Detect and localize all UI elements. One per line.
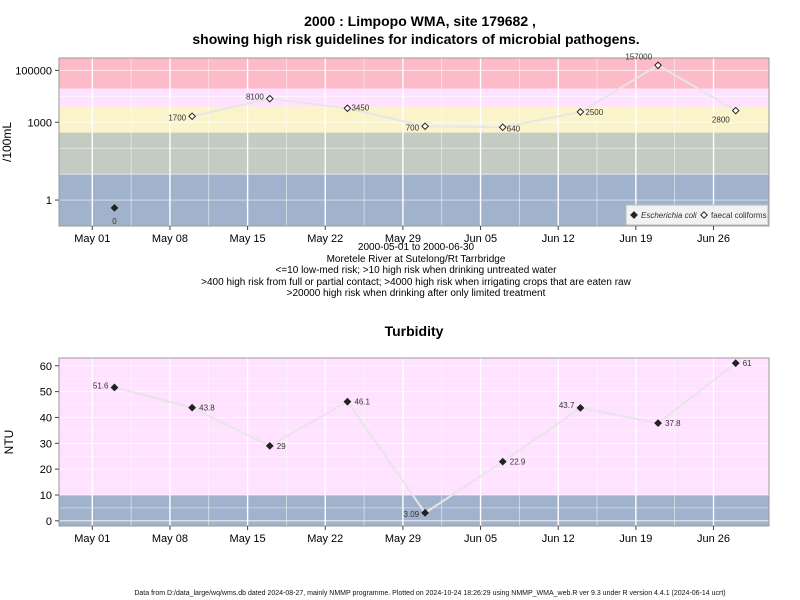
data-label-1-2: 3450 xyxy=(351,103,369,112)
data-label-0-0: 0 xyxy=(112,217,117,226)
risk-band-4 xyxy=(59,58,769,89)
info-guideline-1: <=10 low-med risk; >10 high risk when dr… xyxy=(276,265,558,276)
y-tick-label-1: 1000 xyxy=(28,117,52,129)
legend-label-faecal: faecal coliforms xyxy=(711,211,767,220)
data-point-0-0 xyxy=(110,203,119,212)
data-point-0-0 xyxy=(110,383,119,392)
legend-marker-faecal xyxy=(700,211,708,219)
y-tick-label-1: 10 xyxy=(40,490,52,502)
x-tick-label-0: May 01 xyxy=(74,233,110,245)
data-label-1-3: 700 xyxy=(406,123,420,132)
data-label-1-7: 2800 xyxy=(712,116,730,125)
data-point-1-7 xyxy=(731,106,740,115)
x-tick-label-3: May 22 xyxy=(307,233,343,245)
data-label-0-0: 51.6 xyxy=(93,381,109,390)
x-tick-label-8: Jun 26 xyxy=(697,233,730,245)
x-tick-label-7: Jun 19 xyxy=(619,533,652,545)
data-label-0-5: 22.9 xyxy=(510,458,526,467)
series-line-1 xyxy=(191,64,737,129)
data-point-1-0 xyxy=(188,112,197,121)
x-tick-label-0: May 01 xyxy=(74,533,110,545)
x-tick-label-1: May 08 xyxy=(152,233,188,245)
data-label-1-4: 640 xyxy=(507,124,521,133)
data-point-1-2 xyxy=(343,104,352,113)
x-tick-label-6: Jun 12 xyxy=(542,233,575,245)
data-label-0-4: 3.09 xyxy=(404,510,420,519)
x-tick-label-4: May 29 xyxy=(385,533,421,545)
y-tick-label-2: 100000 xyxy=(15,65,52,77)
x-tick-label-8: Jun 26 xyxy=(697,533,730,545)
risk-band-1 xyxy=(59,358,769,495)
data-point-1-3 xyxy=(421,122,430,131)
plot-frame xyxy=(58,57,770,227)
data-label-0-8: 61 xyxy=(743,359,752,368)
x-tick-label-3: May 22 xyxy=(307,533,343,545)
data-point-0-3 xyxy=(343,397,352,406)
x-tick-label-6: Jun 12 xyxy=(542,533,575,545)
bacteria-panel: 1 1000 100000/100mL May 01 May 08 May 15 May 2… xyxy=(0,52,770,245)
y-tick-label-0: 1 xyxy=(46,195,52,207)
info-date-range: 2000-05-01 to 2000-06-30 xyxy=(358,242,475,253)
legend-marker-ecoli xyxy=(630,211,638,219)
risk-band-1 xyxy=(59,132,769,175)
data-point-1-5 xyxy=(576,108,585,116)
y-tick-label-3: 30 xyxy=(40,438,52,450)
data-point-0-4 xyxy=(421,508,430,517)
data-point-1-1 xyxy=(265,94,274,103)
y-axis-label: NTU xyxy=(2,430,16,455)
plot-frame xyxy=(58,357,770,527)
x-tick-label-5: Jun 05 xyxy=(464,233,497,245)
data-label-0-7: 37.8 xyxy=(665,419,681,428)
turbidity-title: Turbidity xyxy=(385,323,444,339)
y-tick-label-2: 20 xyxy=(40,464,52,476)
data-label-1-6: 157000 xyxy=(625,52,652,61)
legend-box xyxy=(625,204,769,226)
risk-band-3 xyxy=(59,88,769,107)
x-tick-label-7: Jun 19 xyxy=(619,233,652,245)
turbidity-panel: 0 10 20 30 40 50 60 NTU May 01 May 08 May 15 May 22… xyxy=(2,357,770,545)
data-label-1-5: 2500 xyxy=(585,108,603,117)
footer-note: Data from D:/data_large/wq/wms.db dated … xyxy=(134,590,725,597)
info-guideline-2: >400 high risk from full or partial cont… xyxy=(201,277,631,288)
y-tick-label-0: 0 xyxy=(46,516,52,528)
data-point-0-8 xyxy=(731,359,740,368)
data-point-0-6 xyxy=(576,403,585,412)
y-axis-label: /100mL xyxy=(0,122,14,162)
data-label-0-2: 29 xyxy=(277,442,286,451)
data-point-1-4 xyxy=(498,123,507,132)
data-point-0-2 xyxy=(265,441,274,450)
y-tick-label-5: 50 xyxy=(40,387,52,399)
x-tick-label-2: May 15 xyxy=(230,533,266,545)
y-tick-label-4: 40 xyxy=(40,412,52,424)
data-point-0-5 xyxy=(498,457,507,466)
data-label-1-0: 1700 xyxy=(168,113,186,122)
chart-title-line2: showing high risk guidelines for indicat… xyxy=(192,31,639,47)
data-label-0-6: 43.7 xyxy=(559,401,575,410)
chart-title-line1: 2000 : Limpopo WMA, site 179682 , xyxy=(304,13,536,29)
info-guideline-3: >20000 high risk when drinking after onl… xyxy=(287,288,546,299)
x-tick-label-2: May 15 xyxy=(230,233,266,245)
legend-label-ecoli: Escherichia coli xyxy=(641,211,697,220)
data-label-0-1: 43.8 xyxy=(199,404,215,413)
y-tick-label-6: 60 xyxy=(40,361,52,373)
data-label-0-3: 46.1 xyxy=(354,398,370,407)
x-tick-label-5: Jun 05 xyxy=(464,533,497,545)
info-site: Moretele River at Sutelong/Rt Tarrbridge xyxy=(327,254,506,265)
x-tick-label-4: May 29 xyxy=(385,233,421,245)
x-tick-label-1: May 08 xyxy=(152,533,188,545)
data-point-0-7 xyxy=(654,419,662,428)
data-point-0-1 xyxy=(188,403,197,412)
data-label-1-1: 8100 xyxy=(246,93,264,102)
data-point-1-6 xyxy=(654,61,662,70)
risk-band-2 xyxy=(59,106,769,133)
